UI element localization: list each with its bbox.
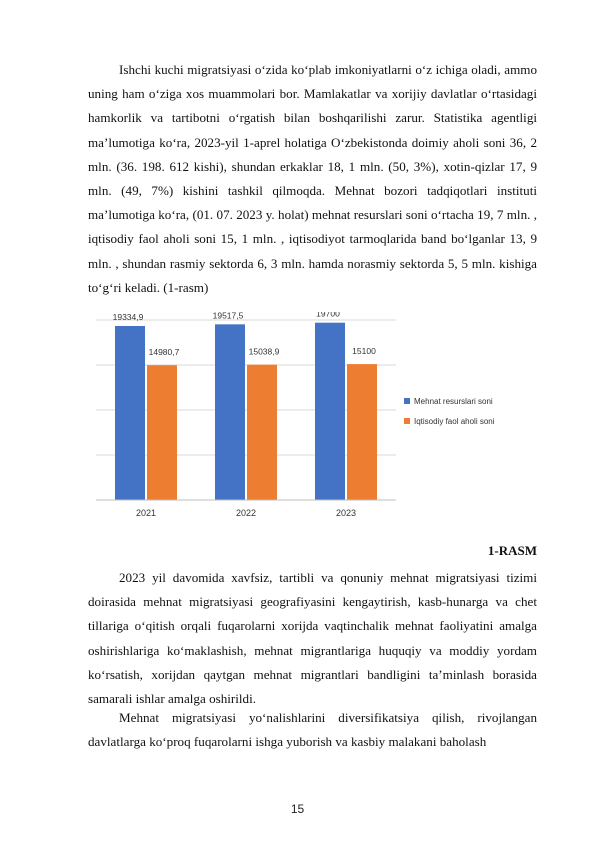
bar-labor-resources	[215, 324, 245, 500]
bar-chart: 19334,9 14980,7 2021 19517,5 15038,9 2022 1970…	[88, 312, 538, 524]
legend-label: Iqtisodiy faol aholi soni	[414, 417, 495, 426]
data-label: 19700	[316, 312, 340, 319]
paragraph-diversification: Mehnat migratsiyasi yo‘nalishlarini dive…	[88, 710, 537, 750]
x-tick-label: 2021	[136, 508, 156, 518]
data-label: 19334,9	[113, 312, 144, 322]
paragraph-intro: Ishchi kuchi migratsiyasi o‘zida ko‘plab…	[88, 62, 537, 295]
bar-labor-resources	[315, 322, 345, 500]
bar-active-population	[247, 364, 277, 500]
data-label: 15100	[352, 346, 376, 356]
page-number: 15	[290, 802, 305, 816]
data-label: 19517,5	[213, 312, 244, 320]
data-label: 15038,9	[249, 347, 280, 357]
legend-swatch	[404, 418, 410, 424]
figure-caption: 1-RASM	[487, 543, 537, 558]
data-label: 14980,7	[149, 347, 180, 357]
bar-chart-svg: 19334,9 14980,7 2021 19517,5 15038,9 2022 1970…	[88, 312, 538, 524]
bar-active-population	[347, 364, 377, 500]
legend-swatch	[404, 398, 410, 404]
bar-active-population	[147, 365, 177, 500]
x-tick-label: 2022	[236, 508, 256, 518]
legend-label: Mehnat resurslari soni	[414, 397, 493, 406]
x-tick-label: 2023	[336, 508, 356, 518]
paragraph-2023: 2023 yil davomida xavfsiz, tartibli va q…	[88, 570, 537, 707]
bar-labor-resources	[115, 325, 145, 500]
